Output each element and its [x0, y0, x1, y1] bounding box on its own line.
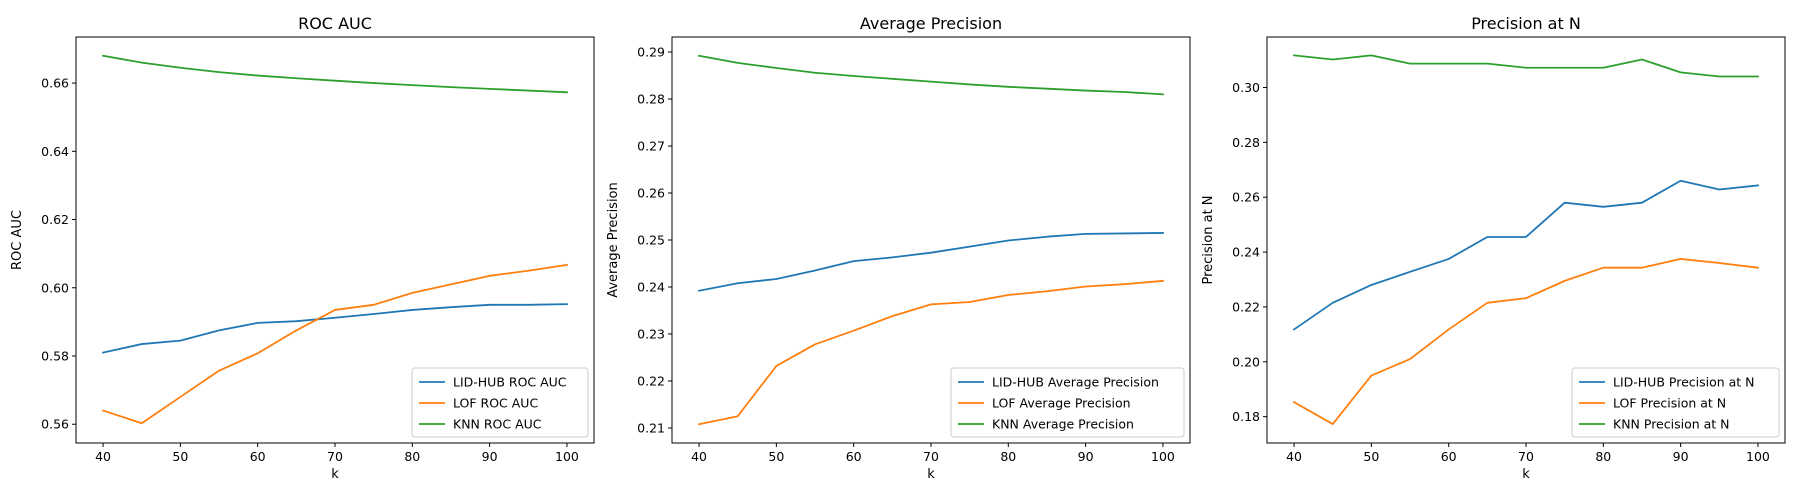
- y-tick-label: 0.28: [1232, 135, 1260, 150]
- x-axis-label: k: [927, 467, 935, 482]
- y-tick-label: 0.30: [1232, 80, 1260, 95]
- chart-title: ROC AUC: [298, 14, 372, 33]
- legend-label: LID-HUB Precision at N: [1613, 375, 1755, 390]
- x-axis-label: k: [331, 467, 339, 482]
- y-tick-label: 0.26: [1232, 190, 1260, 205]
- x-tick-label: 60: [250, 449, 266, 464]
- legend-label: KNN Average Precision: [992, 417, 1134, 432]
- series-line-1: [1292, 179, 1759, 331]
- x-tick-label: 80: [1000, 449, 1016, 464]
- legend-label: KNN Precision at N: [1613, 417, 1730, 432]
- series-line-3: [102, 54, 568, 94]
- y-tick-label: 0.64: [41, 144, 69, 159]
- y-tick-label: 0.60: [41, 280, 69, 295]
- y-tick-label: 0.25: [637, 233, 665, 248]
- x-tick-label: 70: [1518, 449, 1534, 464]
- x-tick-label: 50: [1363, 449, 1379, 464]
- y-tick-label: 0.22: [1232, 299, 1260, 314]
- y-tick-label: 0.24: [1232, 245, 1260, 260]
- legend-label: LID-HUB ROC AUC: [453, 375, 567, 390]
- y-tick-label: 0.66: [41, 76, 69, 91]
- y-axis-label: Average Precision: [606, 182, 621, 298]
- legend-label: LOF ROC AUC: [453, 396, 538, 411]
- chart-panel-2: Average Precision 40 50 60 70 80 90 100 0.21 0.22…: [606, 14, 1191, 482]
- chart-title: Precision at N: [1471, 14, 1581, 33]
- y-tick-label: 0.27: [637, 139, 665, 154]
- legend-box: [950, 367, 1185, 438]
- legend: LID-HUB Precision at N LOF Precision at N…: [1571, 367, 1780, 438]
- x-tick-label: 50: [768, 449, 784, 464]
- y-tick-label: 0.20: [1232, 354, 1260, 369]
- y-tick-label: 0.26: [637, 186, 665, 201]
- x-tick-label: 80: [404, 449, 420, 464]
- x-tick-label: 100: [555, 449, 579, 464]
- x-tick-label: 40: [691, 449, 707, 464]
- y-tick-label: 0.29: [637, 45, 665, 60]
- y-tick-label: 0.23: [637, 326, 665, 341]
- x-tick-label: 90: [482, 449, 498, 464]
- x-tick-label: 40: [95, 449, 111, 464]
- x-tick-label: 70: [923, 449, 939, 464]
- legend: LID-HUB Average Precision LOF Average Pre…: [950, 367, 1185, 438]
- legend-box: [411, 367, 589, 438]
- y-tick-label: 0.22: [637, 373, 665, 388]
- legend-label: KNN ROC AUC: [453, 417, 542, 432]
- series-line-3: [1293, 54, 1759, 78]
- legend-label: LOF Average Precision: [992, 396, 1131, 411]
- y-axis-label: Precision at N: [1201, 195, 1216, 284]
- y-tick-label: 0.62: [41, 212, 69, 227]
- legend-label: LID-HUB Average Precision: [992, 375, 1159, 390]
- series-line-3: [698, 54, 1164, 96]
- x-axis-label: k: [1522, 467, 1530, 482]
- x-tick-label: 50: [172, 449, 188, 464]
- legend-box: [1571, 367, 1780, 438]
- chart-panel-3: Precision at N 40 50 60 70 80 90 100 0.18 0.20 0.2…: [1201, 14, 1786, 482]
- legend: LID-HUB ROC AUC LOF ROC AUC KNN ROC AUC: [411, 367, 589, 438]
- x-tick-label: 100: [1746, 449, 1770, 464]
- x-tick-label: 90: [1078, 449, 1094, 464]
- x-tick-label: 80: [1595, 449, 1611, 464]
- y-tick-label: 0.18: [1232, 409, 1260, 424]
- y-tick-label: 0.21: [637, 420, 665, 435]
- y-axis-label: ROC AUC: [10, 210, 25, 270]
- series-line-1: [101, 303, 568, 354]
- y-tick-label: 0.28: [637, 92, 665, 107]
- series-line-1: [698, 232, 1164, 292]
- chart-panel-1: ROC AUC 40 50 60 70 80 90 100 0.56 0.58 0.60 0.62 0.…: [10, 14, 595, 482]
- y-tick-label: 0.24: [637, 279, 665, 294]
- x-tick-label: 60: [846, 449, 862, 464]
- chart-title: Average Precision: [860, 14, 1002, 33]
- x-tick-label: 40: [1286, 449, 1302, 464]
- series-line-2: [697, 279, 1164, 426]
- x-tick-label: 100: [1151, 449, 1175, 464]
- legend-label: LOF Precision at N: [1613, 396, 1726, 411]
- series-line-2: [1292, 258, 1759, 425]
- x-tick-label: 70: [327, 449, 343, 464]
- y-tick-label: 0.56: [41, 417, 69, 432]
- series-line-2: [101, 263, 568, 425]
- x-tick-label: 90: [1673, 449, 1689, 464]
- x-tick-label: 60: [1441, 449, 1457, 464]
- y-tick-label: 0.58: [41, 349, 69, 364]
